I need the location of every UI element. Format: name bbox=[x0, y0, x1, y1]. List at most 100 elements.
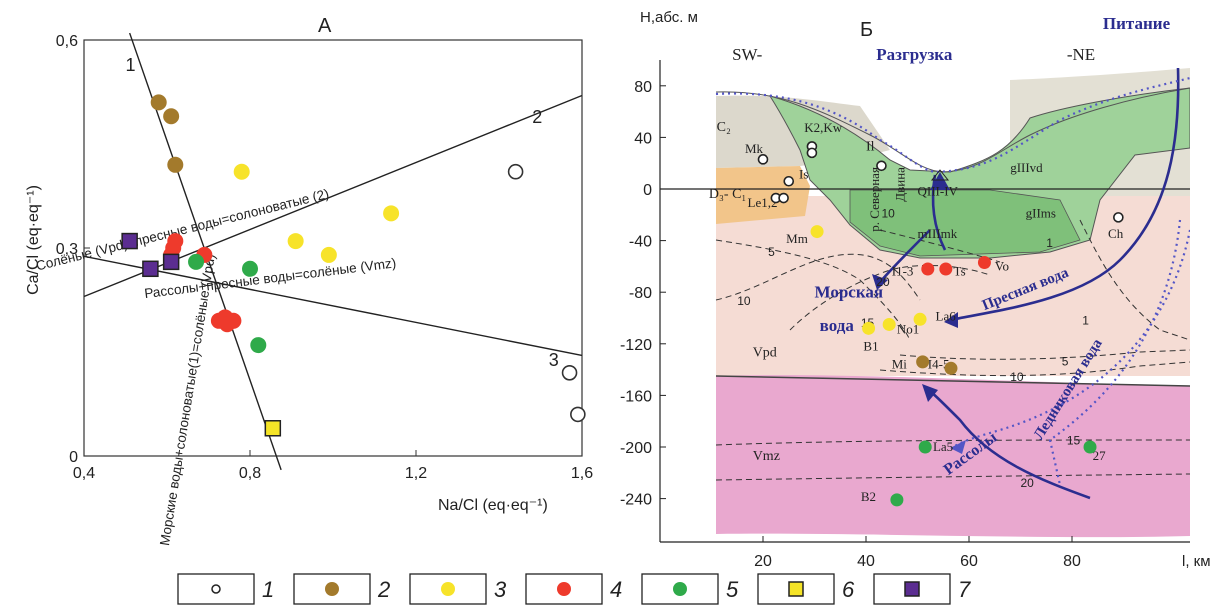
isoline-15b bbox=[715, 439, 1190, 446]
chart-b: Б H,абс. м l, км 20 40 60 80 80 40 0 -40 -80 -120… bbox=[620, 9, 1211, 570]
b-ytick-label-4: -80 bbox=[629, 285, 652, 302]
legend-marker-7 bbox=[904, 581, 920, 597]
a-point-type4-6 bbox=[225, 312, 242, 329]
legend-label-6: 6 bbox=[842, 577, 855, 602]
legend-label-5: 5 bbox=[726, 577, 739, 602]
isoline-label-0: 10 bbox=[881, 206, 895, 220]
a-xtick-label-2: 1,2 bbox=[405, 465, 427, 482]
groundwater-level bbox=[715, 76, 1190, 174]
b-point-15 bbox=[916, 355, 930, 369]
a-xtick-label-3: 1,6 bbox=[571, 465, 593, 482]
b-point-9 bbox=[913, 312, 927, 326]
isoline-5 bbox=[715, 239, 911, 341]
mIIImk-layer bbox=[849, 189, 1081, 257]
legend-label-4: 4 bbox=[610, 577, 622, 602]
isoline-20b bbox=[715, 473, 1190, 481]
isoline-10b bbox=[879, 361, 1190, 377]
a-point-type1-1 bbox=[561, 364, 578, 381]
isoline-5b bbox=[899, 349, 1190, 360]
sea-water-flow bbox=[879, 229, 931, 283]
mixing-line-label-3: 3 bbox=[549, 350, 559, 370]
a-point-type5-0 bbox=[188, 253, 205, 270]
a-ytick-label-1: 0,3 bbox=[56, 241, 78, 258]
b-label-28: C₂ bbox=[717, 120, 731, 135]
b-label-12: Ch bbox=[1108, 226, 1124, 241]
a-point-type2-0 bbox=[150, 94, 167, 111]
b-label-10: mIIImk bbox=[918, 226, 958, 241]
isoline-label-2: 10 bbox=[737, 294, 751, 308]
river-marker bbox=[930, 169, 950, 181]
isoline-label-5: 1 bbox=[1046, 236, 1053, 250]
chart-a-xlabel: Na/Cl (eq·eq⁻¹) bbox=[438, 497, 548, 514]
glacial-flow-2 bbox=[954, 229, 1190, 447]
a-point-type4-2 bbox=[165, 240, 182, 256]
flow-label-0: Разгрузка bbox=[876, 45, 953, 64]
b-label-18: B1 bbox=[863, 338, 878, 353]
a-point-type3-1 bbox=[383, 205, 400, 222]
a-point-type3-3 bbox=[320, 246, 337, 263]
b-label-24: 27 bbox=[1093, 448, 1107, 463]
flow-label-3: вода bbox=[820, 316, 855, 335]
b-label-8: QIII-IV bbox=[918, 183, 959, 198]
legend-marker-3 bbox=[441, 582, 455, 596]
b-point-10 bbox=[862, 321, 876, 335]
arrow-head-sea bbox=[872, 274, 888, 290]
b-label-13: I1-3 bbox=[892, 263, 914, 278]
b-label-21: Vpd bbox=[753, 346, 777, 361]
b-xtick-label-3: 80 bbox=[1063, 553, 1081, 570]
a-point-type5-1 bbox=[242, 260, 258, 277]
b-label-4: Il bbox=[866, 139, 875, 154]
b-point-0 bbox=[757, 154, 769, 165]
a-point-type6-0 bbox=[264, 420, 282, 437]
isoline-1a bbox=[1079, 219, 1190, 341]
legend-label-2: 2 bbox=[377, 577, 390, 602]
b-ytick-label-0: 80 bbox=[634, 79, 652, 96]
mixing-line-3 bbox=[83, 255, 583, 357]
a-ytick-label-0: 0 bbox=[69, 449, 78, 466]
chart-b-title: Б bbox=[860, 19, 873, 41]
isoline-label-4: 20 bbox=[876, 275, 890, 289]
isoline-label-8: 10 bbox=[1010, 370, 1024, 384]
b-point-6 bbox=[876, 160, 887, 172]
b-label-26: р. Северная bbox=[867, 167, 882, 232]
ground-surface bbox=[715, 87, 1190, 173]
chart-b-ylabel: H,абс. м bbox=[640, 9, 698, 26]
b-point-11 bbox=[882, 317, 896, 331]
a-point-type1-0 bbox=[507, 163, 524, 180]
chart-b-xlabel: l, км bbox=[1182, 553, 1211, 570]
a-point-type7-0 bbox=[121, 232, 138, 250]
fresh-water-flow bbox=[949, 67, 1180, 322]
b-label-2: Mk bbox=[745, 141, 764, 156]
isolines bbox=[715, 219, 1190, 481]
b-label-11: gIIms bbox=[1026, 205, 1056, 220]
flow-label-1: Питание bbox=[1103, 14, 1171, 33]
mixing-line-label-2: 2 bbox=[532, 107, 542, 127]
a-point-type3-2 bbox=[287, 233, 304, 250]
b-label-6: Le1,2 bbox=[748, 195, 778, 210]
legend-marker-1 bbox=[211, 584, 221, 594]
b-point-16 bbox=[944, 361, 958, 375]
a-point-type7-1 bbox=[142, 260, 159, 278]
b-ytick-label-8: -240 bbox=[620, 492, 652, 509]
a-ytick-label-2: 0,6 bbox=[56, 33, 78, 50]
legend: 1 2 3 4 5 6 7 bbox=[177, 573, 971, 605]
legend-label-1: 1 bbox=[262, 577, 274, 602]
isoline-label-1: 5 bbox=[768, 245, 775, 259]
chart-a: А Na/Cl (eq·eq⁻¹) Ca/Cl (eq·eq⁻¹) 0,4 0,8… bbox=[25, 15, 593, 547]
b-point-3 bbox=[783, 175, 795, 187]
a-point-type1-2 bbox=[570, 406, 586, 423]
arrow-head-discharge bbox=[930, 172, 950, 190]
isoline-label-7: 5 bbox=[1062, 355, 1069, 369]
glacial-flow-1 bbox=[1048, 219, 1182, 486]
b-label-1: -NE bbox=[1067, 45, 1095, 64]
arrow-head-brine bbox=[922, 384, 938, 402]
b-ytick-label-3: -40 bbox=[629, 234, 652, 251]
b-label-22: Vmz bbox=[753, 449, 780, 464]
chart-a-title: А bbox=[318, 15, 332, 37]
b-point-14 bbox=[977, 256, 991, 270]
b-ytick-label-7: -200 bbox=[620, 440, 652, 457]
isoline-10 bbox=[715, 253, 921, 301]
b-xtick-label-0: 20 bbox=[754, 553, 772, 570]
b-ytick-label-5: -120 bbox=[620, 337, 652, 354]
